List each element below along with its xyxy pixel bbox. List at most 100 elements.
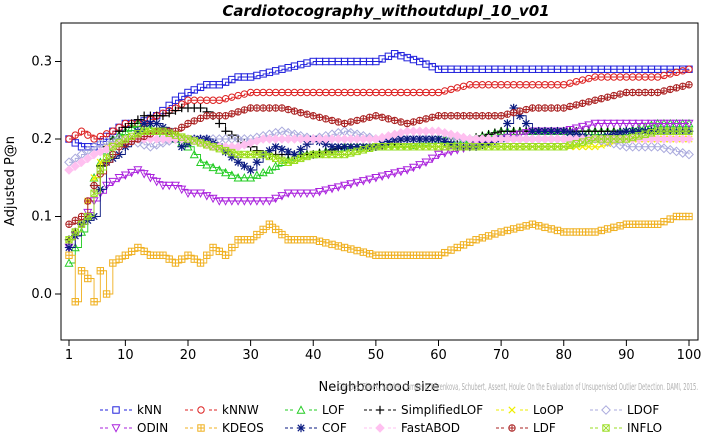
data-point-inflo xyxy=(484,143,493,151)
data-point-inflo xyxy=(616,135,624,143)
data-point-odin xyxy=(308,189,318,199)
data-point-kdeos xyxy=(503,226,512,235)
data-point-kdeos xyxy=(390,251,399,259)
data-point-odin xyxy=(565,126,575,135)
data-point-kdeos xyxy=(653,220,662,228)
data-point-lof xyxy=(195,157,206,166)
data-point-odin xyxy=(208,194,218,204)
data-point-odin xyxy=(433,150,444,160)
data-point-odin xyxy=(515,130,525,140)
data-point-kdeos xyxy=(610,223,618,232)
data-point-kdeos xyxy=(365,250,374,258)
data-point-cof xyxy=(152,119,161,128)
data-point-odin xyxy=(277,192,287,201)
legend-label-ldf: LDF xyxy=(533,421,556,434)
data-point-ldof xyxy=(665,144,676,155)
data-point-lof xyxy=(221,167,231,177)
legend-label-simplifiedlof: SimplifiedLOF xyxy=(401,403,483,417)
data-point-inflo xyxy=(290,156,299,165)
data-point-kdeos xyxy=(284,236,292,244)
data-point-fastabod xyxy=(151,134,162,144)
data-point-odin xyxy=(333,183,343,192)
legend-item-knn: kNN xyxy=(100,403,162,417)
legend-item-cof: COF xyxy=(285,421,347,434)
data-point-kdeos xyxy=(616,222,624,230)
data-point-ldf xyxy=(541,104,549,112)
legend-marker-ldf xyxy=(508,424,516,432)
legend-label-odin: ODIN xyxy=(137,421,168,434)
legend-label-loop: LoOP xyxy=(533,403,564,417)
data-point-ldf xyxy=(497,112,505,120)
data-point-ldf xyxy=(660,87,668,95)
data-point-ldf xyxy=(672,84,681,92)
data-point-kdeos xyxy=(334,242,342,250)
data-point-kdeos xyxy=(65,251,73,259)
data-point-kdeos xyxy=(234,236,242,244)
data-point-kdeos xyxy=(309,236,317,244)
data-point-odin xyxy=(221,197,231,206)
data-point-odin xyxy=(120,171,130,180)
x-tick-label: 70 xyxy=(493,348,510,363)
data-point-ldf xyxy=(603,93,612,101)
data-point-odin xyxy=(283,189,293,199)
data-point-ldf xyxy=(359,115,368,123)
data-point-ldf xyxy=(353,116,361,125)
data-point-ldf xyxy=(290,107,299,115)
data-point-cof xyxy=(233,158,243,167)
data-point-knn xyxy=(165,101,173,110)
data-point-simplifiedlof xyxy=(252,146,262,155)
data-point-inflo xyxy=(547,143,555,151)
data-point-ldf xyxy=(478,112,487,120)
data-point-ldf xyxy=(265,104,274,112)
legend-item-simplifiedlof: SimplifiedLOF xyxy=(364,403,483,417)
y-tick-label: 0.1 xyxy=(31,210,52,225)
data-point-kdeos xyxy=(428,251,436,259)
data-point-simplifiedlof xyxy=(121,123,130,132)
data-point-kdeos xyxy=(246,236,255,244)
data-point-ldf xyxy=(203,112,211,120)
data-point-ldf xyxy=(610,91,618,100)
data-point-ldf xyxy=(90,181,98,190)
data-point-ldof xyxy=(139,139,150,150)
data-point-kdeos xyxy=(622,220,631,228)
data-point-odin xyxy=(202,192,212,201)
x-tick-label: 40 xyxy=(305,348,322,363)
data-point-odin xyxy=(264,197,274,206)
data-point-ldf xyxy=(434,112,443,120)
data-point-ldf xyxy=(228,110,236,118)
data-point-lof xyxy=(202,160,212,169)
data-point-odin xyxy=(621,119,631,129)
data-point-fastabod xyxy=(565,134,575,144)
data-point-kdeos xyxy=(259,225,267,234)
x-axis: 1 10 20 30 40 50 60 70 80 90 100 xyxy=(65,340,701,363)
data-point-lof xyxy=(227,170,237,179)
data-point-odin xyxy=(289,189,299,199)
data-point-fastabod xyxy=(427,126,437,137)
data-point-knnw xyxy=(71,131,79,139)
data-point-inflo xyxy=(102,154,111,163)
data-point-kdeos xyxy=(228,243,236,252)
data-point-odin xyxy=(189,189,199,199)
data-point-odin xyxy=(252,197,262,206)
data-point-odin xyxy=(684,119,694,129)
data-point-fastabod xyxy=(677,134,688,144)
data-point-kdeos xyxy=(516,223,524,232)
data-point-ldof xyxy=(652,141,663,152)
data-point-fastabod xyxy=(327,134,337,144)
data-point-kdeos xyxy=(134,243,142,252)
data-point-kdeos xyxy=(359,248,368,256)
data-point-kdeos xyxy=(328,240,336,249)
data-point-odin xyxy=(615,119,625,129)
data-point-fastabod xyxy=(295,134,306,144)
data-point-ldf xyxy=(453,112,461,120)
data-point-cof xyxy=(177,142,186,151)
data-point-simplifiedlof xyxy=(215,119,224,128)
data-point-odin xyxy=(659,119,669,129)
data-point-odin xyxy=(227,197,237,206)
data-point-knnw xyxy=(84,131,92,139)
data-point-ldf xyxy=(253,104,261,112)
data-point-kdeos xyxy=(96,267,105,275)
legend-label-lof: LOF xyxy=(322,403,345,417)
data-point-kdeos xyxy=(90,298,98,306)
data-point-ldf xyxy=(403,119,411,128)
